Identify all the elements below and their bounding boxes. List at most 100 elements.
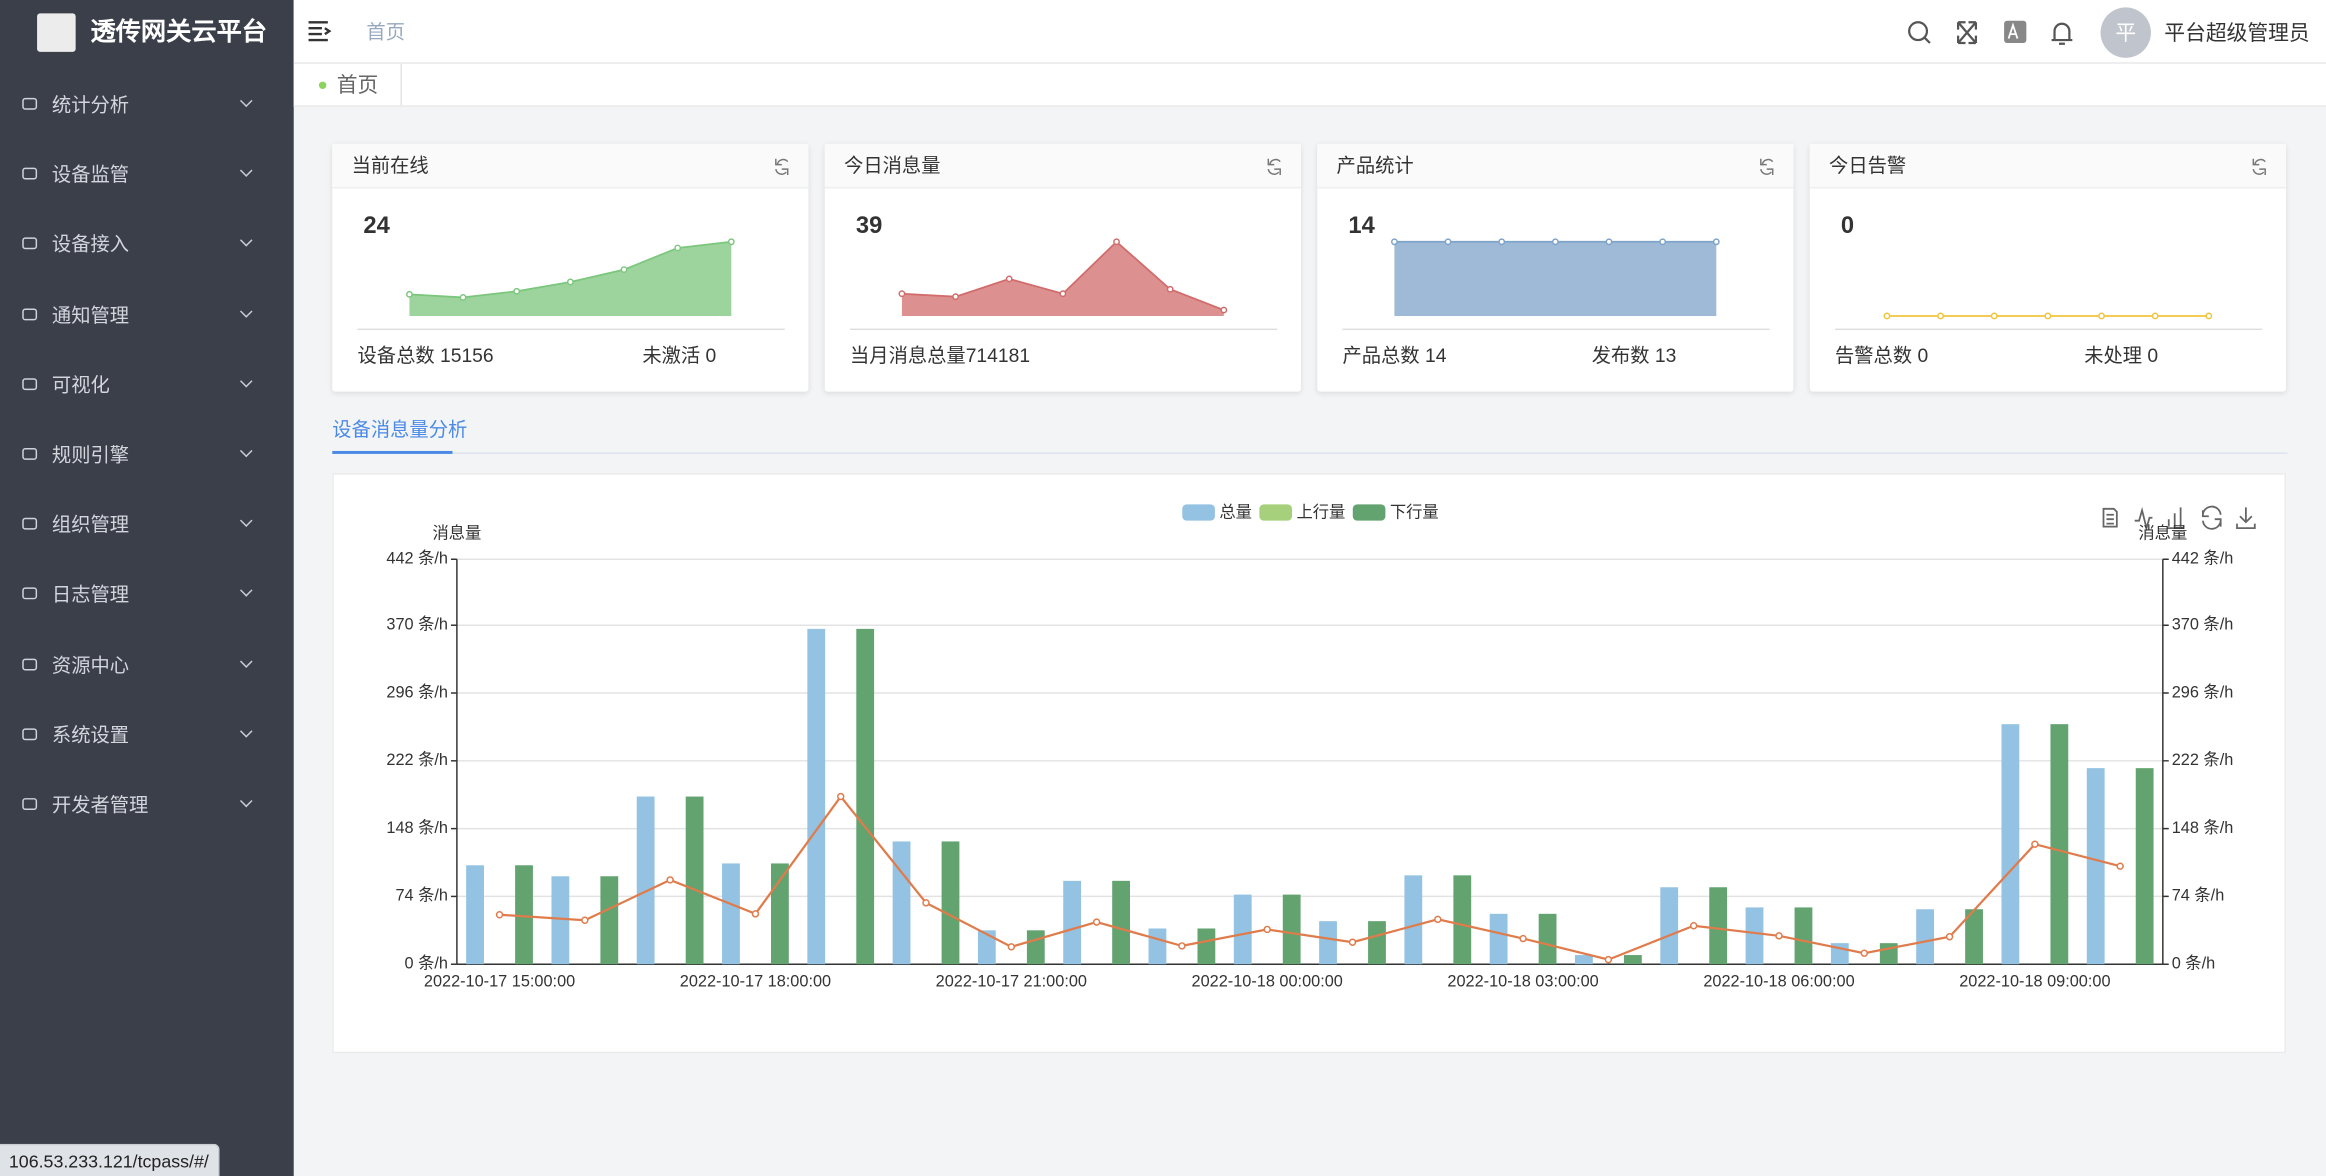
toolbox [2102,505,2256,532]
point [513,287,521,295]
tab[interactable]: 首页 [309,63,403,106]
point [581,916,589,924]
card-title: 今日消息量 [844,154,941,177]
card-header: 当前在线 [332,143,809,189]
tool-restore[interactable] [2201,505,2222,530]
point [2044,312,2052,320]
y-tick-label: 74 条/h [395,887,448,905]
y2-tick-label: 370 条/h [2172,616,2234,634]
bar [2086,768,2105,965]
x-tick-label: 2022-10-18 09:00:00 [1959,972,2110,990]
area [1394,241,1717,316]
y-tick-label: 296 条/h [386,683,448,701]
bar [1197,928,1216,965]
legend-label[interactable]: 上行量 [1296,504,1345,522]
chart-panel: 0 条/h 74 条/h 148 条/h 222 条/h 296 条/h 370 条/h 4… [332,473,2286,1054]
menu-label: 日志管理 [51,583,130,606]
sparkline [849,158,1281,331]
tool-line[interactable] [2134,506,2153,532]
menu-item[interactable]: 组织管理 [0,511,294,541]
menu-toggle[interactable] [306,18,333,45]
y2-tick-label: 148 条/h [2172,819,2234,837]
y2-tick-label: 222 条/h [2172,751,2234,769]
chevron [239,374,253,388]
menu-label: 可视化 [51,373,110,396]
bar [856,628,875,965]
point [495,911,504,919]
card-title: 产品统计 [1336,154,1414,177]
menu-icon [22,97,38,110]
chevron [239,94,253,108]
card-stat: 发布数 13 [1591,344,1677,367]
tab-label[interactable]: 首页 [336,72,379,97]
menu-item[interactable]: 规则引擎 [0,441,294,471]
legend-swatch[interactable] [1182,504,1215,521]
bar [1404,875,1423,965]
point [1166,285,1174,293]
card-header: 今日告警 [1809,143,2286,189]
section-tab[interactable]: 设备消息量分析 [332,418,468,441]
menu-item[interactable]: 资源中心 [0,651,294,681]
refresh-icon[interactable] [1760,158,1774,176]
bar [1794,907,1813,965]
fullscreen-icon[interactable] [1956,21,1978,45]
card-header: 产品统计 [1317,143,1794,189]
menu-icon [22,237,38,250]
refresh-icon[interactable] [2252,158,2266,176]
y-tick-label: 370 条/h [386,616,448,634]
refresh-icon[interactable] [1267,158,1281,176]
avatar[interactable]: 平 [2100,7,2151,58]
menu-label: 资源中心 [51,653,130,676]
user-name[interactable]: 平台超级管理员 [2164,20,2310,45]
point [727,238,735,246]
point [459,294,467,301]
y2-tick-label: 442 条/h [2172,550,2234,568]
menu-item[interactable]: 设备监管 [0,160,294,190]
tool-dataview[interactable] [2102,507,2118,528]
tab-underline [332,450,453,454]
point [1444,238,1452,246]
y-tick-label: 222 条/h [386,751,448,769]
refresh-icon[interactable] [775,158,789,176]
y-axis-title: 消息量 [432,524,481,542]
chevron [239,304,253,318]
point [1434,915,1442,924]
point [2205,312,2213,320]
tool-save[interactable] [2236,507,2256,529]
bar [771,863,789,965]
card-stat: 未激活 0 [642,344,717,367]
y-tick-label: 0 条/h [405,955,448,973]
point [406,290,413,298]
breadcrumb[interactable]: 首页 [366,20,405,44]
menu-item[interactable]: 统计分析 [0,90,294,120]
card-value: 24 [363,213,390,239]
bar [2050,724,2069,965]
translate-icon[interactable] [2004,20,2027,44]
menu-item[interactable]: 通知管理 [0,301,294,331]
bar [1489,913,1508,965]
bell-icon[interactable] [2051,22,2073,45]
legend-swatch[interactable] [1352,504,1386,521]
menu-item[interactable]: 可视化 [0,371,294,401]
bar [1745,907,1764,965]
search-icon[interactable] [1908,21,1931,44]
point [1059,290,1067,298]
menu-icon [22,377,38,390]
area [901,241,1224,316]
menu-item[interactable]: 设备接入 [0,231,294,261]
menu-item[interactable]: 系统设置 [0,721,294,751]
point [1007,943,1016,951]
point [1005,275,1013,283]
menu-item[interactable]: 日志管理 [0,581,294,611]
bar [1660,887,1679,965]
chart: 0 条/h 74 条/h 148 条/h 222 条/h 296 条/h 370 条/h 4… [386,504,2256,990]
point [1689,922,1698,930]
bar [2135,768,2154,965]
legend-label[interactable]: 总量 [1219,504,1252,522]
legend-label[interactable]: 下行量 [1390,504,1439,522]
menu-item[interactable]: 开发者管理 [0,791,294,821]
legend-swatch[interactable] [1259,504,1293,521]
x-tick-label: 2022-10-17 18:00:00 [680,972,831,990]
tool-bar[interactable] [2167,507,2184,529]
